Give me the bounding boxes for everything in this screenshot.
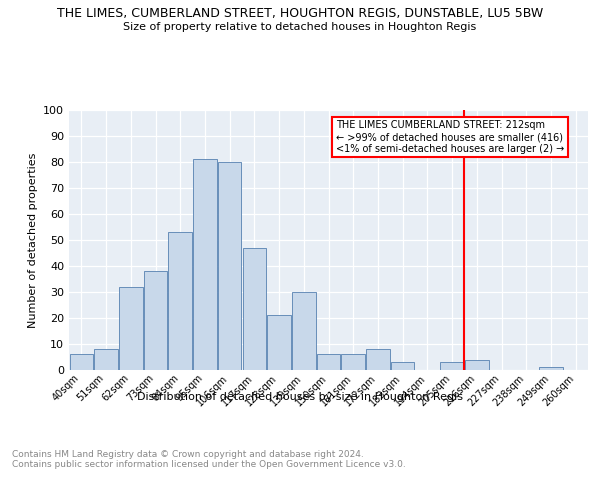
Bar: [144, 271, 167, 370]
Bar: [465, 360, 488, 370]
Bar: [242, 248, 266, 370]
Text: Size of property relative to detached houses in Houghton Regis: Size of property relative to detached ho…: [124, 22, 476, 32]
Bar: [218, 162, 241, 370]
Bar: [119, 287, 143, 370]
Bar: [366, 349, 389, 370]
Text: THE LIMES, CUMBERLAND STREET, HOUGHTON REGIS, DUNSTABLE, LU5 5BW: THE LIMES, CUMBERLAND STREET, HOUGHTON R…: [57, 8, 543, 20]
Bar: [193, 160, 217, 370]
Bar: [169, 232, 192, 370]
Bar: [268, 316, 291, 370]
Bar: [292, 292, 316, 370]
Bar: [391, 362, 415, 370]
Bar: [440, 362, 464, 370]
Bar: [70, 354, 93, 370]
Text: Contains HM Land Registry data © Crown copyright and database right 2024.
Contai: Contains HM Land Registry data © Crown c…: [12, 450, 406, 469]
Text: THE LIMES CUMBERLAND STREET: 212sqm
← >99% of detached houses are smaller (416)
: THE LIMES CUMBERLAND STREET: 212sqm ← >9…: [336, 120, 564, 154]
Text: Distribution of detached houses by size in Houghton Regis: Distribution of detached houses by size …: [137, 392, 463, 402]
Bar: [341, 354, 365, 370]
Bar: [94, 349, 118, 370]
Bar: [317, 354, 340, 370]
Y-axis label: Number of detached properties: Number of detached properties: [28, 152, 38, 328]
Bar: [539, 368, 563, 370]
